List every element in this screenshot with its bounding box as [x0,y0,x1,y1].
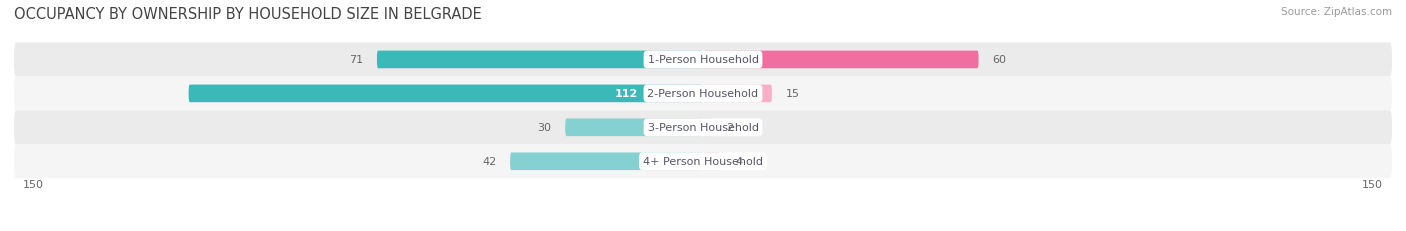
FancyBboxPatch shape [14,43,1392,77]
Text: 15: 15 [786,89,800,99]
Text: 30: 30 [537,123,551,133]
Text: 71: 71 [349,55,363,65]
FancyBboxPatch shape [14,111,1392,145]
FancyBboxPatch shape [703,51,979,69]
FancyBboxPatch shape [14,145,1392,179]
FancyBboxPatch shape [703,153,721,170]
Text: 2-Person Household: 2-Person Household [647,89,759,99]
FancyBboxPatch shape [703,119,713,137]
FancyBboxPatch shape [703,85,772,103]
Text: 2: 2 [725,123,733,133]
Text: Source: ZipAtlas.com: Source: ZipAtlas.com [1281,7,1392,17]
Text: 3-Person Household: 3-Person Household [648,123,758,133]
FancyBboxPatch shape [377,51,703,69]
Text: OCCUPANCY BY OWNERSHIP BY HOUSEHOLD SIZE IN BELGRADE: OCCUPANCY BY OWNERSHIP BY HOUSEHOLD SIZE… [14,7,482,22]
FancyBboxPatch shape [14,77,1392,111]
Text: 150: 150 [24,179,44,189]
FancyBboxPatch shape [188,85,703,103]
FancyBboxPatch shape [510,153,703,170]
Text: 4: 4 [735,157,742,167]
FancyBboxPatch shape [565,119,703,137]
Text: 42: 42 [482,157,496,167]
Text: 1-Person Household: 1-Person Household [648,55,758,65]
Text: 4+ Person Household: 4+ Person Household [643,157,763,167]
Text: 112: 112 [614,89,637,99]
Text: 60: 60 [993,55,1007,65]
Text: 150: 150 [1362,179,1382,189]
